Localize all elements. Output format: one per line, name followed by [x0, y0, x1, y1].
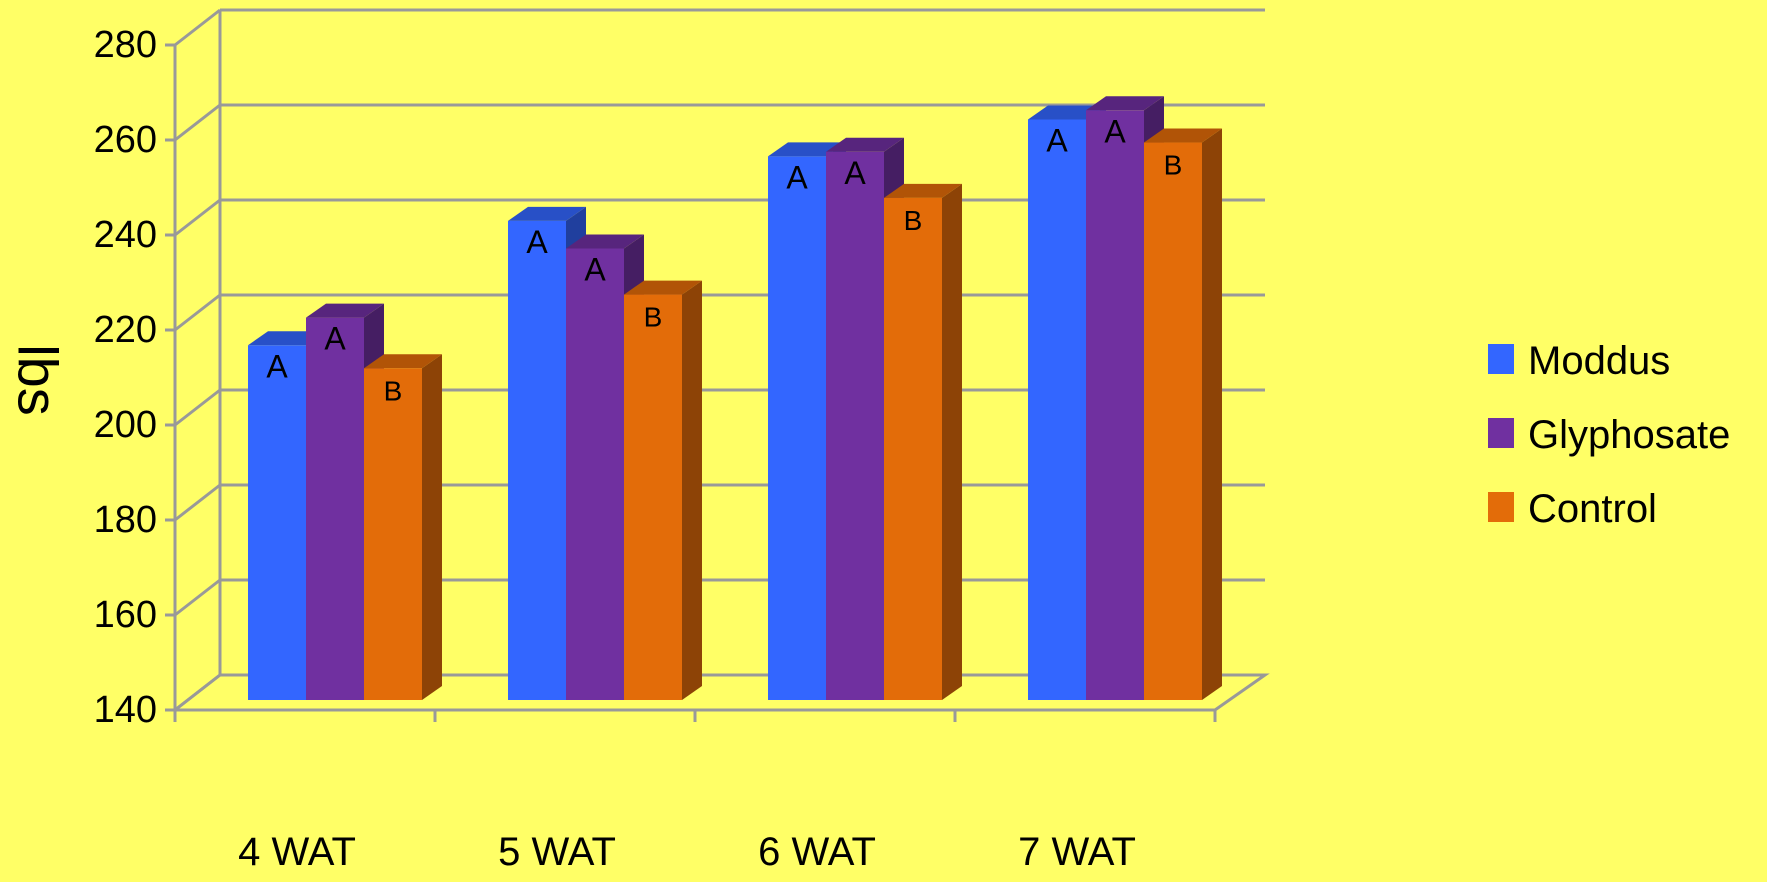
bar-top: [826, 137, 904, 152]
bar-data-label: A: [266, 348, 288, 384]
bar-data-label: A: [786, 159, 808, 195]
bar-top: [884, 183, 962, 198]
bar-data-label: B: [1164, 150, 1183, 181]
y-tick-label: 260: [94, 119, 157, 161]
gridline-side: [174, 103, 221, 142]
y-tick-label: 240: [94, 214, 157, 256]
gridline-side: [174, 198, 221, 237]
y-tick-label: 160: [94, 594, 157, 636]
bar-data-label: A: [1046, 123, 1068, 159]
gridline-side: [174, 483, 221, 522]
y-tick-label: 280: [94, 24, 157, 66]
bar-side: [1202, 128, 1222, 701]
bar-data-label: B: [904, 205, 923, 236]
gridline-side: [174, 8, 221, 47]
bar: [508, 220, 566, 700]
bar: [364, 368, 422, 700]
bar-data-label: A: [1104, 113, 1126, 149]
legend-label: Control: [1528, 487, 1657, 531]
bar: [624, 294, 682, 700]
bar-data-label: A: [324, 321, 346, 357]
bar-top: [1144, 128, 1222, 143]
legend-swatch: [1488, 492, 1514, 522]
gridline-side: [174, 578, 221, 617]
x-tick-label: 5 WAT: [498, 830, 616, 874]
gridline-side: [174, 293, 221, 332]
axes-group: 140 160 180 200 220 240 260 280 4 WAT 5 WAT 6 WAT 7…: [7, 24, 1217, 874]
y-tick-label: 140: [94, 689, 157, 731]
bar: [1028, 119, 1086, 700]
bar-side: [942, 183, 962, 701]
bar-data-label: B: [644, 302, 663, 333]
legend-label: Moddus: [1528, 339, 1670, 383]
gridline-side: [174, 388, 221, 427]
bar: [768, 156, 826, 700]
bar: [884, 197, 942, 701]
legend: Moddus Glyphosate Control: [1488, 339, 1730, 531]
bar-top: [508, 206, 586, 221]
legend-swatch: [1488, 344, 1514, 374]
bar: [306, 317, 364, 700]
bar: [1086, 110, 1144, 701]
bar-data-label: A: [584, 252, 606, 288]
bar-side: [422, 354, 442, 700]
bar-side: [682, 280, 702, 700]
y-tick-label: 220: [94, 309, 157, 351]
x-tick-label: 7 WAT: [1018, 830, 1136, 874]
legend-swatch: [1488, 418, 1514, 448]
legend-label: Glyphosate: [1528, 413, 1730, 457]
x-tick-label: 6 WAT: [758, 830, 876, 874]
bar-top: [306, 303, 384, 318]
bar-data-label: B: [384, 375, 403, 406]
y-axis-title: lbs: [7, 344, 70, 416]
bar-top: [624, 280, 702, 295]
y-tick-label: 180: [94, 499, 157, 541]
x-tick-label: 4 WAT: [238, 830, 356, 874]
bar: [826, 151, 884, 700]
bar-data-label: A: [526, 224, 548, 260]
bar: [566, 248, 624, 700]
bar-top: [364, 354, 442, 369]
bar-top: [566, 234, 644, 249]
bar: [248, 345, 306, 700]
bar-data-label: A: [844, 155, 866, 191]
bar-top: [1086, 96, 1164, 111]
y-tick-label: 200: [94, 404, 157, 446]
bar: [1144, 142, 1202, 701]
